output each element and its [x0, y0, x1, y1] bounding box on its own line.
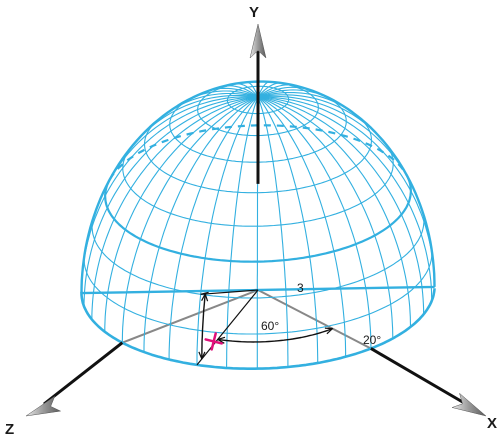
- parallel-line: [355, 175, 412, 246]
- meridian-line: [168, 96, 259, 360]
- parallel-line: [103, 178, 357, 263]
- meridian-line: [226, 96, 259, 368]
- point-marker-stroke: [210, 332, 217, 351]
- parallel-line: [363, 210, 425, 280]
- meridian-line: [257, 95, 418, 197]
- meridian-line: [257, 96, 289, 367]
- meridian-line: [257, 96, 372, 349]
- elevation-arc-line: [201, 293, 206, 359]
- x-axis-arrowhead-icon: [451, 392, 487, 417]
- parallel-line: [143, 118, 331, 194]
- parallel-line: [122, 146, 345, 227]
- meridian-line: [257, 96, 433, 301]
- radius-dimension-line: [200, 289, 259, 295]
- parallel-line: [197, 81, 319, 137]
- z-axis-label: Z: [5, 421, 14, 438]
- visible-axes: [25, 23, 487, 417]
- projection-line: [196, 289, 259, 366]
- azimuth-arc-line: [217, 327, 333, 343]
- elevation-angle-label: 20°: [363, 333, 381, 347]
- dimension-annotations: [196, 289, 334, 366]
- z-axis-line: [43, 341, 124, 406]
- hidden-axes: [121, 289, 372, 350]
- parallel-line: [344, 143, 394, 212]
- parallel-line: [83, 252, 370, 335]
- dimension-arrow-icon: [201, 293, 209, 302]
- meridian-line: [98, 96, 259, 202]
- meridian-line: [257, 96, 412, 327]
- base-circle-line: [370, 288, 436, 350]
- radius-label: 3: [297, 281, 304, 295]
- z-axis-arrowhead-icon: [25, 395, 62, 417]
- extension-line: [200, 291, 209, 295]
- parallel-line: [108, 124, 409, 180]
- dimension-arrow-icon: [198, 351, 206, 360]
- meridian-line: [196, 96, 259, 365]
- meridian-line: [257, 96, 347, 357]
- meridian-line: [257, 96, 319, 363]
- meridian-line: [257, 96, 425, 315]
- parallel-line: [169, 95, 315, 163]
- dimension-arrow-icon: [324, 327, 334, 335]
- hemisphere-wireframe: [80, 80, 436, 371]
- base-circle-line: [80, 291, 372, 371]
- azimuth-angle-label: 60°: [261, 319, 279, 333]
- meridian-line: [143, 96, 259, 352]
- parallel-line: [368, 248, 433, 315]
- parallel-line: [91, 214, 365, 299]
- y-axis-arrowhead-icon: [249, 23, 267, 59]
- y-axis-label: Y: [249, 4, 259, 21]
- x-axis-line: [370, 347, 467, 406]
- meridian-line: [104, 96, 259, 332]
- meridian-line: [91, 96, 259, 320]
- point-marker-cross-icon: [204, 332, 223, 351]
- dimension-arrow-icon: [217, 336, 226, 344]
- meridian-line: [83, 96, 259, 307]
- meridian-line: [121, 96, 259, 343]
- x-axis-hidden-segment: [257, 289, 372, 350]
- x-axis-label: X: [487, 415, 497, 432]
- parallel-line: [226, 85, 290, 115]
- dome-outline-line: [80, 80, 436, 295]
- parallel-line: [330, 116, 373, 181]
